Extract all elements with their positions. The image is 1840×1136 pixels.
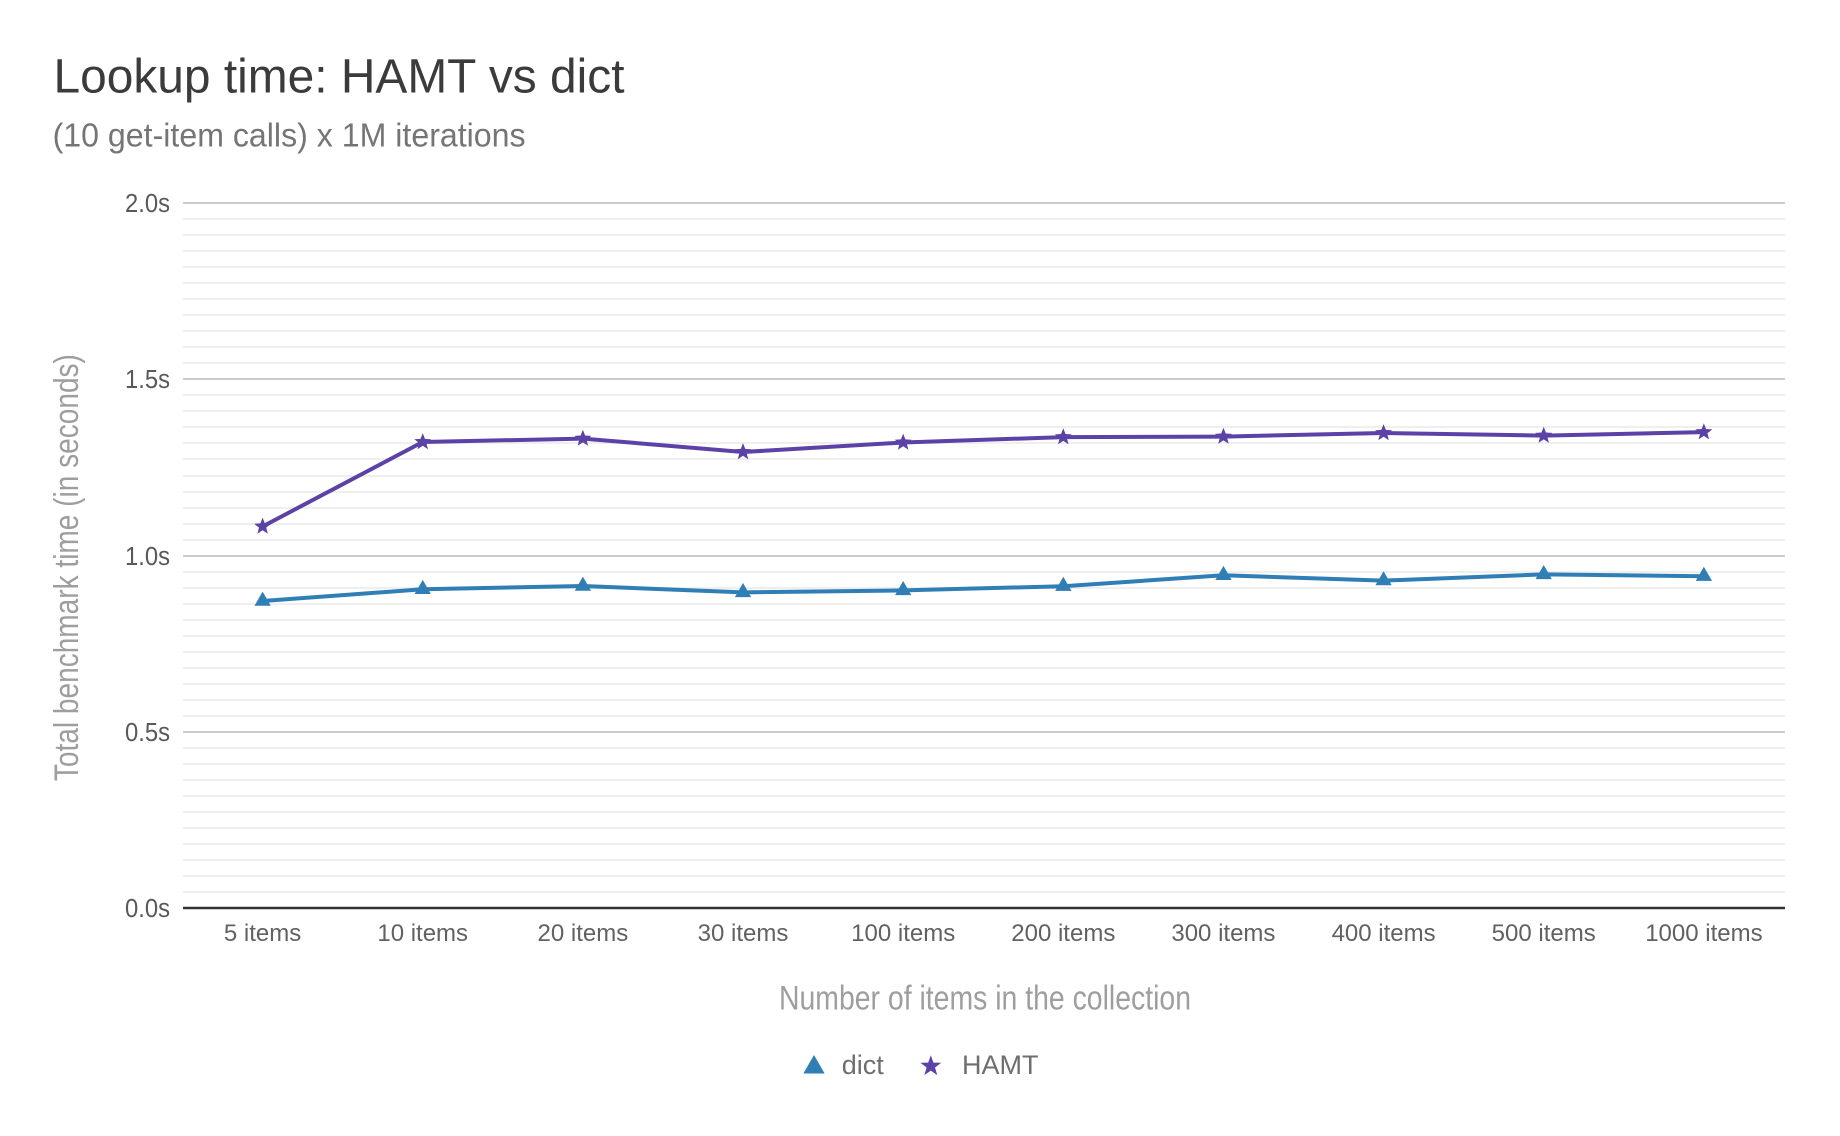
svg-text:1.0s: 1.0s [125,543,170,571]
svg-text:5 items: 5 items [224,920,301,947]
svg-text:20 items: 20 items [538,920,629,947]
svg-text:2.0s: 2.0s [125,190,170,218]
svg-text:HAMT: HAMT [962,1050,1039,1080]
svg-text:500 items: 500 items [1492,920,1596,947]
svg-text:0.0s: 0.0s [125,895,170,923]
svg-text:1000 items: 1000 items [1645,920,1762,947]
svg-text:100 items: 100 items [851,920,955,947]
svg-text:300 items: 300 items [1171,920,1275,947]
svg-text:10 items: 10 items [377,920,468,947]
svg-text:200 items: 200 items [1011,920,1115,947]
svg-text:0.5s: 0.5s [125,719,170,747]
svg-text:Lookup time: HAMT vs dict: Lookup time: HAMT vs dict [54,50,625,103]
svg-text:Total benchmark time (in secon: Total benchmark time (in seconds) [48,354,86,781]
svg-text:400 items: 400 items [1332,920,1436,947]
svg-text:1.5s: 1.5s [125,366,170,394]
svg-text:Number of items in the collect: Number of items in the collection [779,980,1191,1018]
svg-text:dict: dict [842,1050,885,1080]
svg-text:(10 get-item calls) x 1M itera: (10 get-item calls) x 1M iterations [53,117,526,154]
svg-text:30 items: 30 items [698,920,789,947]
